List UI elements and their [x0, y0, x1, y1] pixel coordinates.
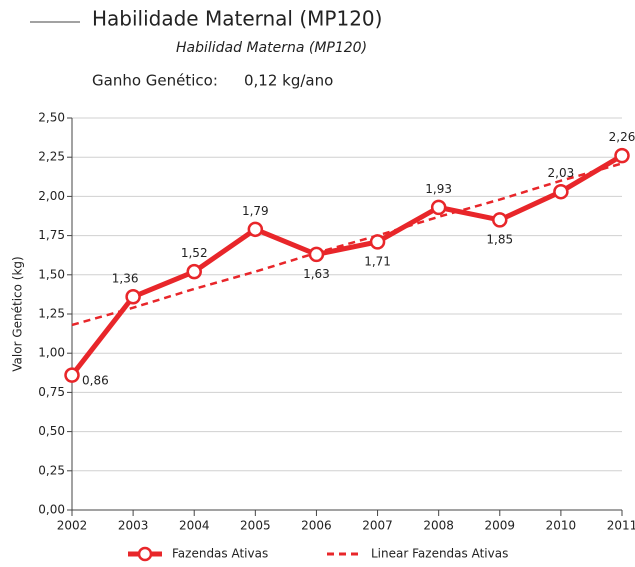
y-axis-label: Valor Genético (kg): [11, 256, 25, 371]
data-point: [369, 234, 386, 250]
data-point: [492, 212, 508, 228]
data-label: 2,03: [548, 166, 575, 180]
chart-title: Habilidade Maternal (MP120): [92, 7, 382, 31]
data-point: [430, 199, 447, 216]
data-point: [186, 263, 202, 280]
gain-value: 0,12 kg/ano: [244, 72, 333, 90]
data-label: 2,26: [609, 130, 635, 144]
legend-label: Fazendas Ativas: [172, 547, 268, 561]
x-tick-label: 2006: [301, 519, 332, 533]
x-tick-label: 2008: [423, 519, 454, 533]
y-tick-label: 1,75: [38, 228, 65, 242]
legend-label: Linear Fazendas Ativas: [371, 547, 508, 561]
data-label: 1,79: [242, 204, 269, 218]
gain-label: Ganho Genético:: [92, 72, 218, 90]
y-tick-label: 2,25: [38, 150, 65, 164]
x-tick-label: 2010: [546, 519, 577, 533]
chart-subtitle: Habilidad Materna (MP120): [176, 40, 367, 56]
y-tick-label: 1,50: [38, 267, 65, 281]
y-tick-label: 0,00: [38, 503, 65, 517]
y-tick-label: 1,00: [38, 346, 65, 360]
data-point: [125, 289, 141, 305]
x-tick-label: 2011: [607, 519, 635, 533]
x-tick-label: 2005: [240, 519, 271, 533]
trend-line: [71, 162, 623, 327]
data-label: 1,63: [303, 267, 330, 281]
data-label: 0,86: [82, 374, 109, 388]
data-line: [70, 153, 624, 377]
y-tick-label: 2,00: [38, 189, 65, 203]
y-tick-label: 0,25: [38, 463, 65, 477]
x-tick-label: 2009: [485, 519, 516, 533]
data-label: 1,85: [486, 232, 513, 246]
data-label: 1,71: [364, 254, 391, 268]
y-tick-label: 2,50: [38, 111, 65, 125]
y-tick-label: 1,25: [38, 307, 65, 321]
y-tick-label: 0,50: [38, 424, 65, 438]
data-point: [308, 246, 325, 263]
data-point: [553, 183, 569, 200]
data-label: 1,93: [425, 182, 452, 196]
data-label: 1,36: [112, 271, 139, 285]
data-point: [247, 221, 264, 238]
y-tick-label: 0,75: [38, 385, 65, 399]
data-point: [64, 367, 80, 383]
x-tick-label: 2002: [57, 519, 88, 533]
x-tick-label: 2004: [179, 519, 210, 533]
x-tick-label: 2003: [118, 519, 149, 533]
data-point: [614, 147, 630, 164]
data-label: 1,52: [181, 246, 208, 260]
x-tick-label: 2007: [362, 519, 393, 533]
legend-marker: [137, 546, 153, 562]
